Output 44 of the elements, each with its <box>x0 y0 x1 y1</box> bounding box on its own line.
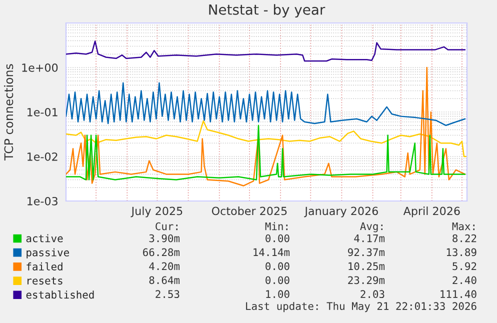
text: 1.00 <box>266 290 290 298</box>
line-series <box>66 124 466 180</box>
text: 5.92 <box>452 262 476 270</box>
y-tick-label: 1e-02 <box>28 152 58 161</box>
text: 10.25m <box>348 262 385 270</box>
y-axis-title: TCP connections <box>4 64 14 160</box>
legend-label: failed <box>26 262 62 270</box>
text: Last update: Thu May 21 22:01:33 2026 <box>246 302 476 312</box>
chart-title: Netstat - by year <box>209 4 326 18</box>
y-tick-label: 1e+00 <box>22 63 58 72</box>
text: 0.00 <box>266 262 290 270</box>
legend-label: resets <box>28 277 62 285</box>
x-tick-label: October 2025 <box>212 206 287 216</box>
line-series <box>66 40 466 62</box>
legend-label: passive <box>26 248 69 258</box>
text: 4.17m <box>354 234 385 242</box>
text: 8.22 <box>452 234 476 242</box>
text: 14.14m <box>254 248 290 256</box>
x-tick-label: January 2026 <box>304 206 378 218</box>
text: Min: <box>265 222 288 230</box>
text: 2.40 <box>452 276 476 284</box>
text: 8.64m <box>149 276 180 284</box>
text: 2.03 <box>360 290 384 298</box>
text: Avg: <box>360 222 382 232</box>
text: 0.00 <box>266 276 290 284</box>
text: 23.29m <box>348 276 385 284</box>
x-tick-label: July 2025 <box>130 206 182 218</box>
y-tick-label: 1e-03 <box>28 196 58 206</box>
x-tick-label: April 2026 <box>403 206 460 218</box>
text: 0.00 <box>266 234 290 242</box>
line-series <box>66 66 466 186</box>
text: 111.40 <box>440 290 476 298</box>
text: Cur: <box>156 222 178 230</box>
legend-label: active <box>26 234 63 242</box>
text: 2.53 <box>156 290 180 298</box>
text: 66.28m <box>143 248 180 256</box>
text: 3.90m <box>149 234 180 242</box>
text: 4.20m <box>149 262 180 270</box>
y-tick-label: 1e-01 <box>28 108 58 116</box>
legend-label: established <box>26 290 94 299</box>
text: 92.37m <box>348 248 385 256</box>
text: 13.89 <box>446 248 476 256</box>
text: Max: <box>452 222 474 230</box>
line-series <box>66 82 466 126</box>
